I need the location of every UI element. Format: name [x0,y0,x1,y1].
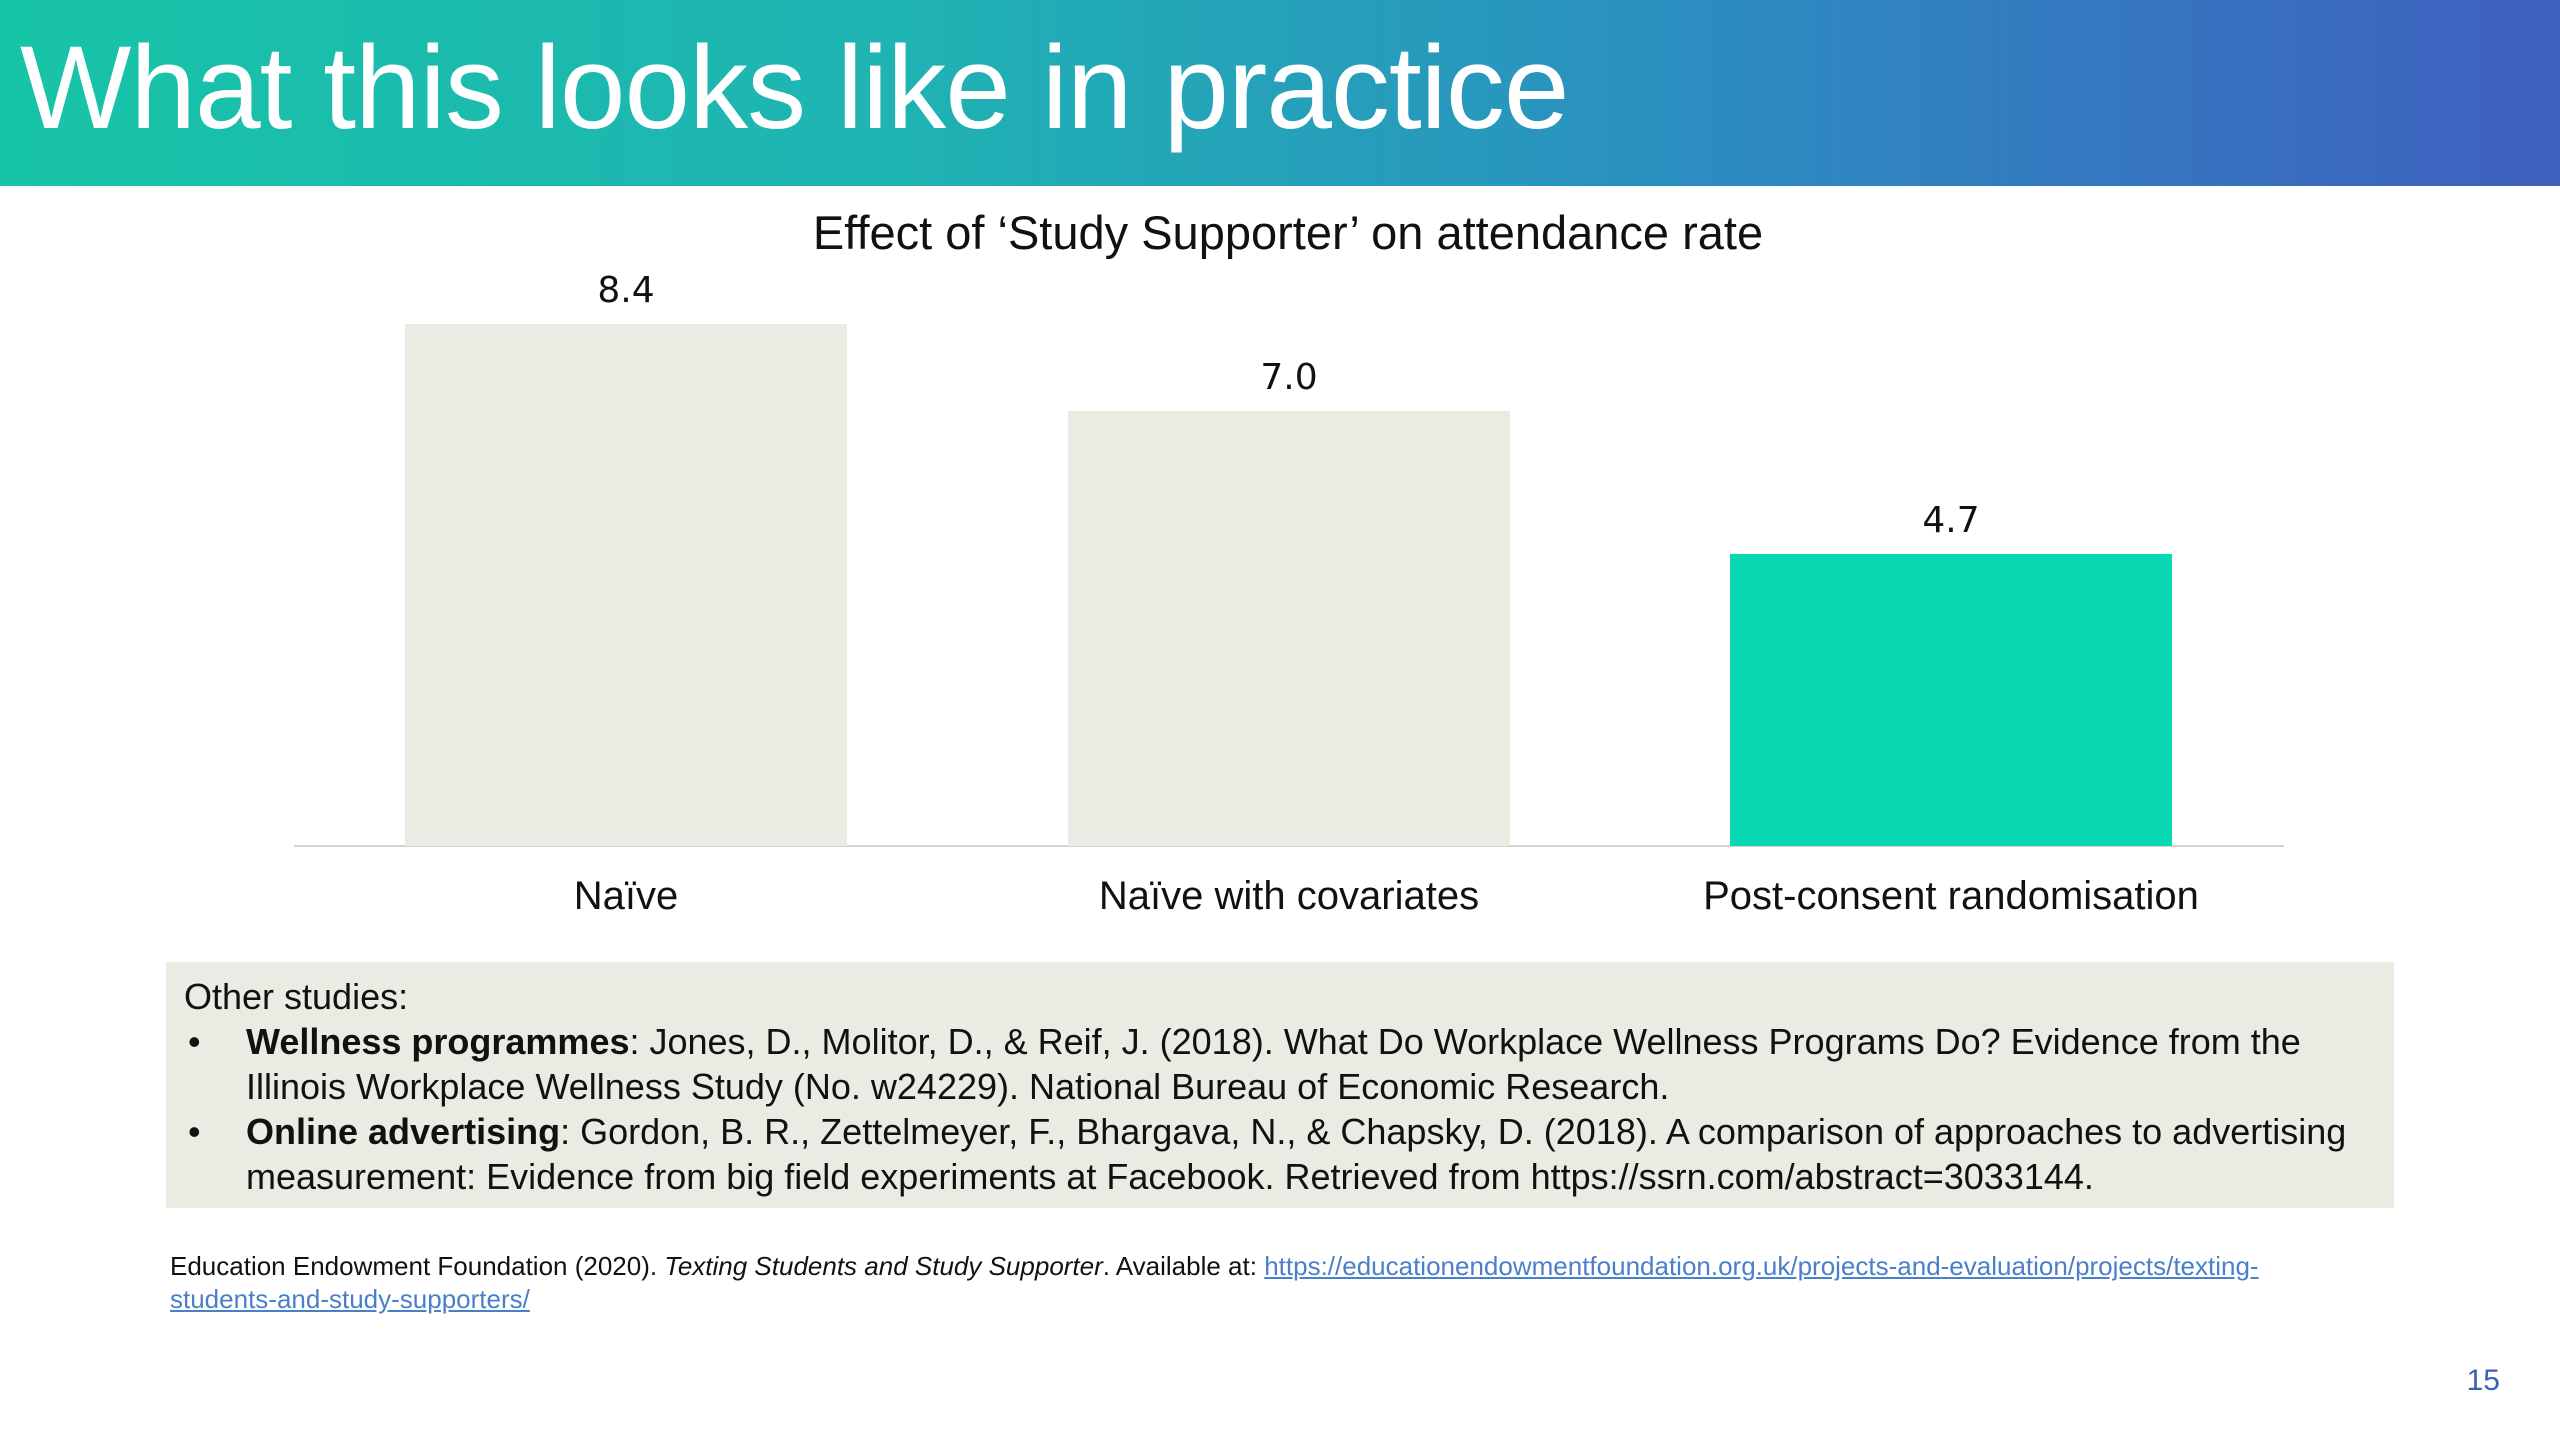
study-topic: Wellness programmes [246,1021,630,1062]
value-label-naive: 8.4 [597,270,654,311]
source-reference: Education Endowment Foundation (2020). T… [170,1250,2320,1316]
reference-link[interactable]: https://educationendowmentfoundation.org… [170,1251,2259,1314]
value-label-post-consent-randomisation: 4.7 [1922,500,1979,541]
category-labels-group: Naïve Naïve with covariates Post-consent r… [574,874,2199,918]
slide-title: What this looks like in practice [20,22,1569,154]
category-label-post-consent-randomisation: Post-consent randomisation [1703,874,2199,918]
category-label-naive-with-covariates: Naïve with covariates [1099,874,1479,918]
value-labels-group: 8.4 7.0 4.7 [597,270,1979,541]
study-citation: : Jones, D., Molitor, D., & Reif, J. (20… [246,1021,2301,1107]
bar-post-consent-randomisation [1730,553,2172,846]
reference-title: Texting Students and Study Supporter [664,1251,1103,1281]
bullet: • [188,1111,201,1152]
title-band [0,0,2560,186]
reference-middle: . Available at: [1102,1251,1265,1281]
value-label-naive-with-covariates: 7.0 [1260,357,1317,398]
bars-group [405,324,2172,846]
other-studies-heading: Other studies: [184,976,409,1017]
other-studies-list: • Wellness programmes: Jones, D., Molitor… [184,1019,2374,1199]
bar-chart: 8.4 7.0 4.7 Naïve Naïve with covariates Post… [294,270,2284,918]
study-citation: : Gordon, B. R., Zettelmeyer, F., Bharga… [246,1111,2347,1197]
reference-prefix: Education Endowment Foundation (2020). [170,1251,665,1281]
other-studies-box: Other studies: • Wellness programmes: Jon… [166,962,2394,1208]
bar-naive-with-covariates [1068,411,1510,846]
study-item-advertising: • Online advertising: Gordon, B. R., Zett… [184,1109,2374,1199]
bar-naive [405,324,847,846]
chart-title: Effect of ‘Study Supporter’ on attendanc… [812,206,1764,259]
study-topic: Online advertising [246,1111,561,1152]
study-item-wellness: • Wellness programmes: Jones, D., Molitor… [184,1019,2374,1109]
category-label-naive: Naïve [574,874,679,918]
page-number: 15 [2466,1364,2500,1397]
bullet: • [188,1021,201,1062]
